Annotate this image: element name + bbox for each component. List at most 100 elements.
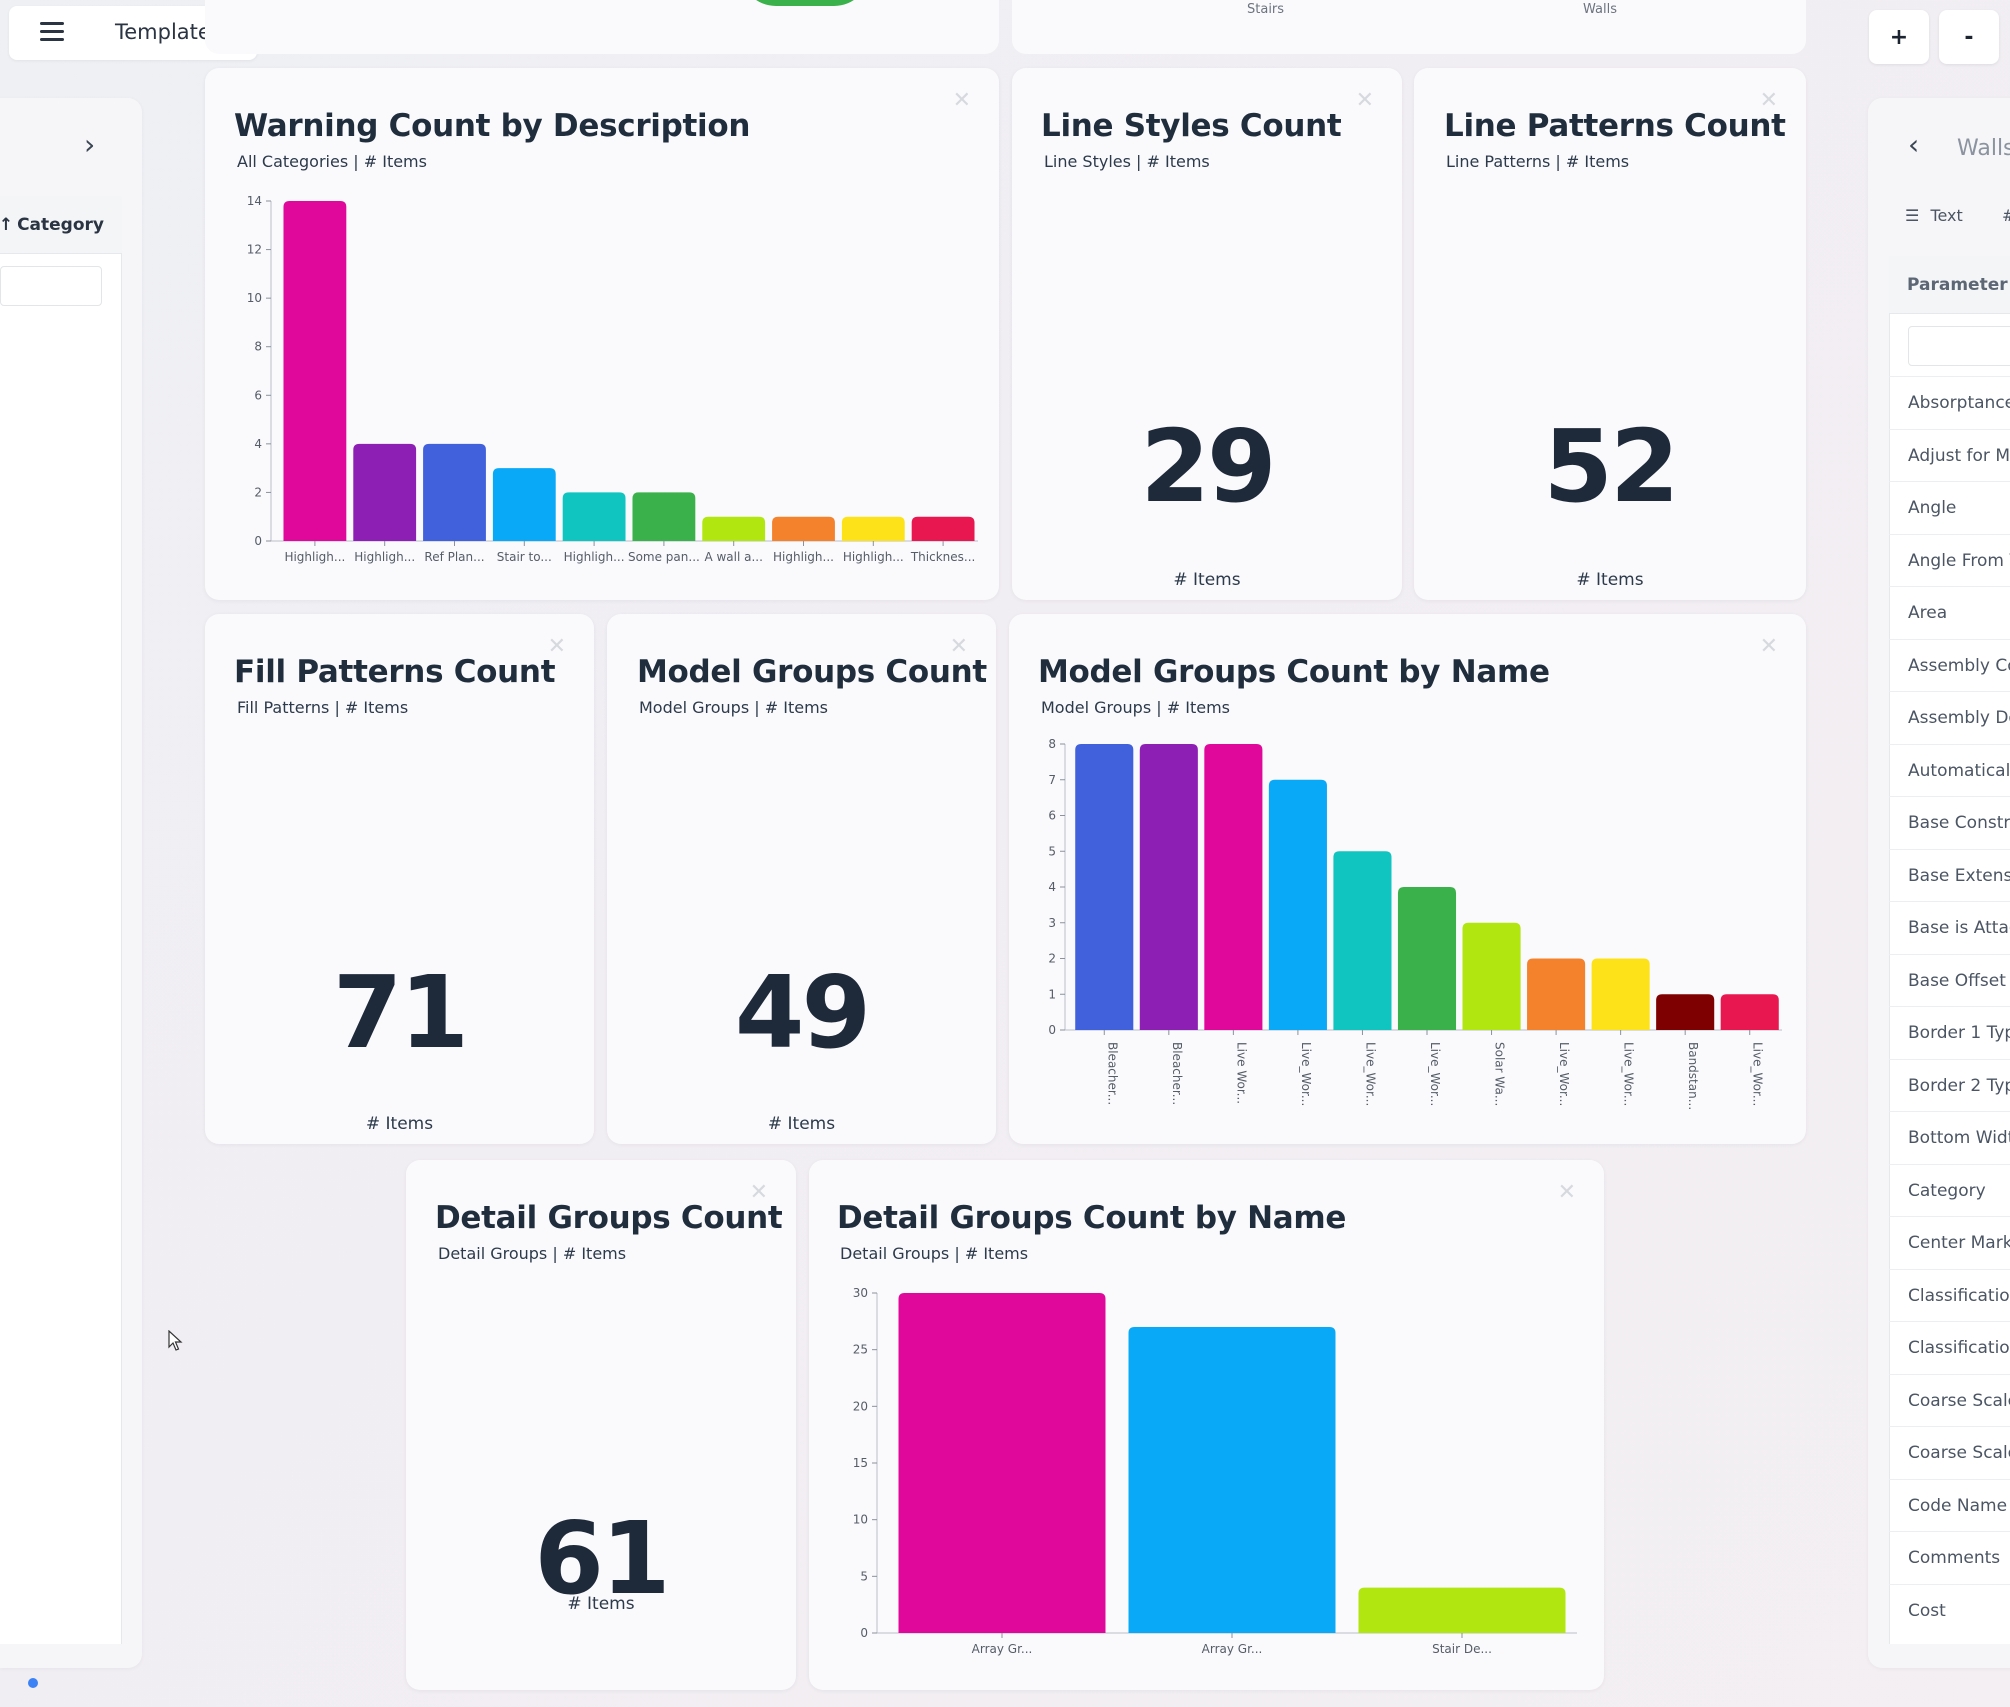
partial-chart-label: Stairs	[1247, 2, 1285, 17]
card-subtitle: Model Groups | # Items	[1041, 698, 1230, 717]
parameter-list-item[interactable]: Base is Attach	[1889, 901, 2010, 953]
y-tick-label: 10	[247, 291, 262, 305]
parameter-list-item[interactable]: Bottom Widt	[1889, 1111, 2010, 1163]
parameter-list-item[interactable]: Absorptance	[1889, 376, 2010, 428]
close-icon[interactable]: ✕	[749, 1180, 768, 1205]
parameter-list-item[interactable]: Classification	[1889, 1321, 2010, 1373]
x-tick-label: Array Gr...	[1202, 1642, 1263, 1656]
parameter-list-item[interactable]: Border 1 Type	[1889, 1006, 2010, 1058]
count-label: # Items	[567, 1594, 635, 1614]
close-icon[interactable]: ✕	[952, 88, 971, 113]
card-subtitle: Fill Patterns | # Items	[237, 698, 409, 717]
close-icon[interactable]: ✕	[1759, 634, 1778, 659]
count-value: 71	[332, 954, 469, 1071]
x-tick-label: Ref Plan...	[424, 550, 484, 564]
count-value: 49	[734, 954, 871, 1071]
y-tick-label: 10	[853, 1513, 868, 1527]
model-groups-chart-card: Model Groups Count by Name Model Groups …	[1009, 614, 1806, 1144]
x-tick-label: Highligh...	[354, 550, 415, 564]
close-icon[interactable]: ✕	[949, 634, 968, 659]
parameter-list-item[interactable]: Base Offset	[1889, 953, 2010, 1006]
x-tick-label: Stair to...	[497, 550, 552, 564]
parameter-list-item[interactable]: Code Name	[1889, 1478, 2010, 1531]
card-title: Model Groups Count by Name	[1038, 654, 1550, 690]
y-tick-label: 20	[853, 1399, 868, 1413]
y-tick-label: 0	[860, 1626, 868, 1640]
card-subtitle: All Categories | # Items	[237, 152, 427, 171]
bar	[492, 468, 556, 541]
parameter-header[interactable]: Parameter	[1889, 256, 2010, 314]
list-icon: ☰	[1905, 206, 1920, 225]
parameter-list-item[interactable]: Area	[1889, 586, 2010, 638]
parameter-list-item[interactable]: Cost	[1889, 1583, 2010, 1636]
parameter-list-item[interactable]: Border 2 Type	[1889, 1058, 2010, 1111]
parameter-list-item[interactable]: Assembly De	[1889, 691, 2010, 743]
card-title: Detail Groups Count	[435, 1200, 783, 1236]
bar	[353, 443, 417, 541]
y-tick-label: 3	[1048, 916, 1056, 930]
parameter-list-item[interactable]: Coarse Scale	[1889, 1373, 2010, 1426]
parameter-list-item[interactable]: Category	[1889, 1163, 2010, 1216]
mouse-cursor-icon	[168, 1330, 183, 1351]
text-view-button[interactable]: ☰ Text	[1905, 206, 1963, 225]
bar	[1128, 1327, 1336, 1633]
parameter-list-item[interactable]: Base Extensio	[1889, 848, 2010, 901]
close-icon[interactable]: ✕	[1557, 1180, 1576, 1205]
parameter-list-item[interactable]: Base Constrai	[1889, 796, 2010, 848]
bar	[283, 201, 347, 541]
x-tick-label: Live_Wor...	[1428, 1042, 1442, 1106]
number-view-icon[interactable]: #	[2002, 206, 2010, 225]
parameter-list-item[interactable]: Automatically	[1889, 743, 2010, 796]
x-tick-label: Thicknes...	[910, 550, 976, 564]
line-patterns-card: Line Patterns Count Line Patterns | # It…	[1414, 68, 1806, 600]
panel-title: Walls	[1957, 136, 2010, 161]
bar	[562, 492, 626, 541]
bar	[841, 516, 905, 541]
y-tick-label: 4	[1048, 880, 1056, 894]
bar	[1268, 779, 1327, 1030]
count-value: 52	[1543, 408, 1679, 525]
y-tick-label: 12	[247, 243, 262, 257]
parameter-list-item[interactable]: Adjust for Mu	[1889, 428, 2010, 481]
parameter-list-item[interactable]: Classification	[1889, 1268, 2010, 1321]
x-tick-label: Bleacher...	[1170, 1042, 1184, 1105]
partial-card-top-left	[205, 0, 999, 54]
count-label: # Items	[1576, 570, 1644, 590]
card-subtitle: Line Styles | # Items	[1044, 152, 1210, 171]
card-title: Model Groups Count	[637, 654, 987, 690]
card-title: Line Patterns Count	[1444, 108, 1786, 144]
parameter-list-item[interactable]: Assembly Co	[1889, 638, 2010, 691]
category-sort-header[interactable]: ↑ Category	[0, 196, 122, 254]
close-icon[interactable]: ✕	[547, 634, 566, 659]
sort-up-icon: ↑	[0, 214, 14, 235]
bar	[898, 1293, 1106, 1633]
x-tick-label: Live_Wor...	[1622, 1042, 1636, 1106]
category-filter-input[interactable]	[0, 266, 102, 306]
chevron-right-icon[interactable]: ›	[84, 128, 96, 161]
zoom-in-button[interactable]: +	[1869, 10, 1929, 64]
menu-icon[interactable]	[40, 22, 64, 42]
y-tick-label: 25	[853, 1343, 868, 1357]
bar	[1358, 1587, 1566, 1633]
bar	[1397, 887, 1457, 1030]
x-tick-label: Live_Wor...	[1751, 1042, 1765, 1106]
zoom-out-button[interactable]: -	[1939, 10, 1999, 64]
parameter-list-item[interactable]: Angle From V	[1889, 533, 2010, 586]
chevron-left-icon[interactable]: ‹	[1908, 128, 1920, 161]
close-icon[interactable]: ✕	[1759, 88, 1778, 113]
parameter-filter-input[interactable]	[1908, 326, 2010, 366]
detail-groups-chart-card: Detail Groups Count by Name Detail Group…	[809, 1160, 1604, 1690]
card-title: Line Styles Count	[1041, 108, 1342, 144]
warning-bar-chart: 0 2 4 6 8 10 12 14 Highligh... Highligh... Ref Pla…	[247, 194, 978, 564]
bar	[423, 443, 486, 541]
close-icon[interactable]: ✕	[1355, 88, 1374, 113]
parameter-list-item[interactable]: Comments	[1889, 1531, 2010, 1583]
card-subtitle: Model Groups | # Items	[639, 698, 828, 717]
x-tick-label: Highligh...	[773, 550, 834, 564]
y-tick-label: 8	[254, 340, 262, 354]
parameter-list-item[interactable]: Angle	[1889, 481, 2010, 533]
parameter-list-item[interactable]: Center Mark	[1889, 1216, 2010, 1268]
parameter-list-item[interactable]: Coarse Scale	[1889, 1426, 2010, 1478]
y-tick-label: 30	[853, 1286, 868, 1300]
bar	[1656, 994, 1715, 1030]
